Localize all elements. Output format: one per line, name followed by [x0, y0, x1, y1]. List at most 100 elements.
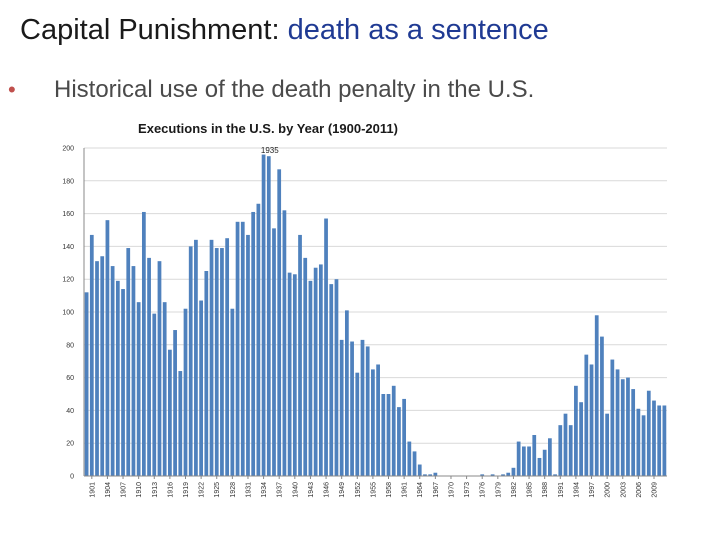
bar: [371, 369, 375, 476]
title-accent: death as a sentence: [287, 14, 549, 46]
x-tick-label: 2009: [651, 482, 658, 498]
y-tick-label: 120: [62, 277, 74, 284]
bar: [214, 248, 219, 476]
bar: [381, 394, 386, 476]
bar: [511, 467, 516, 476]
bar: [386, 394, 391, 476]
bar: [657, 405, 662, 476]
bar: [553, 474, 557, 476]
bar: [220, 248, 224, 476]
bar: [292, 274, 297, 476]
bar: [376, 364, 380, 476]
bar: [256, 203, 261, 476]
x-tick-label: 1937: [277, 482, 284, 498]
bar: [433, 472, 438, 476]
bar: [542, 449, 547, 476]
bar: [282, 210, 287, 476]
bar: [168, 349, 172, 476]
bar: [147, 257, 151, 476]
bar: [428, 474, 433, 476]
y-tick-label: 200: [62, 146, 74, 153]
x-tick-label: 1970: [448, 482, 455, 498]
bar: [173, 330, 177, 476]
bar: [162, 302, 167, 476]
bar: [600, 336, 604, 476]
x-tick-label: 1961: [402, 482, 409, 498]
x-tick-label: 1967: [433, 482, 440, 498]
x-tick-label: 1985: [527, 482, 534, 498]
bar: [397, 407, 401, 476]
bar: [100, 256, 105, 476]
bar: [626, 377, 630, 476]
bullet-row: • Historical use of the death penalty in…: [8, 76, 534, 104]
x-tick-label: 1943: [308, 482, 315, 498]
y-tick-label: 160: [62, 211, 74, 218]
bar: [157, 261, 162, 476]
bar: [412, 451, 417, 476]
y-tick-label: 180: [62, 178, 74, 185]
x-tick-label: 1994: [573, 482, 580, 498]
x-tick-label: 1901: [89, 482, 96, 498]
bar: [355, 372, 360, 476]
bar: [641, 415, 646, 476]
bar: [251, 211, 256, 476]
y-tick-label: 80: [66, 342, 74, 349]
bar: [574, 385, 578, 476]
y-axis: 0 20 40 60 80 100 120 140 160 180 200: [62, 146, 85, 481]
bar: [324, 218, 328, 476]
x-tick-label: 1988: [542, 482, 549, 498]
bar: [662, 405, 667, 476]
bar: [527, 446, 531, 476]
x-tick-label: 1931: [245, 482, 252, 498]
chart-title: Executions in the U.S. by Year (1900-201…: [138, 121, 398, 136]
bar: [532, 435, 537, 476]
bar: [501, 474, 505, 476]
bar: [631, 389, 636, 476]
x-tick-label: 1997: [589, 482, 596, 498]
x-tick-label: 1976: [480, 482, 487, 498]
bar: [246, 234, 250, 476]
bar: [313, 267, 318, 476]
bar: [110, 266, 115, 476]
y-tick-label: 20: [66, 441, 74, 448]
bar: [287, 272, 292, 476]
bar: [105, 220, 110, 476]
bar: [141, 211, 146, 476]
bar: [204, 271, 209, 476]
bar: [303, 257, 308, 476]
x-tick-label: 1949: [339, 482, 346, 498]
bar: [115, 280, 120, 476]
x-tick-label: 1922: [199, 482, 206, 498]
bar: [350, 341, 354, 476]
bar: [548, 438, 552, 476]
slide-title: Capital Punishment: death as a sentence: [20, 14, 549, 47]
bar: [308, 280, 313, 476]
bar: [391, 385, 396, 476]
bar: [652, 400, 656, 476]
bar: [126, 248, 131, 476]
bar: [136, 302, 141, 476]
bar: [188, 246, 193, 476]
bar: [240, 221, 245, 476]
annotation-label: 1935: [261, 146, 279, 155]
bar: [402, 398, 407, 476]
x-tick-label: 1955: [370, 482, 377, 498]
bar-series: [84, 154, 667, 476]
bar: [261, 154, 266, 476]
chart-annotation: 1935: [261, 146, 279, 155]
bar: [480, 474, 485, 476]
bar: [339, 339, 344, 476]
x-tick-label: 1904: [105, 482, 112, 498]
bar: [506, 472, 511, 476]
bar: [334, 279, 339, 476]
bar: [568, 425, 573, 476]
x-tick-label: 1934: [261, 482, 268, 498]
bar: [131, 266, 136, 476]
x-tick-label: 1928: [230, 482, 237, 498]
bar: [620, 379, 625, 476]
bar: [344, 310, 349, 476]
x-tick-label: 1916: [167, 482, 174, 498]
bar: [266, 156, 271, 476]
bar: [365, 346, 370, 476]
